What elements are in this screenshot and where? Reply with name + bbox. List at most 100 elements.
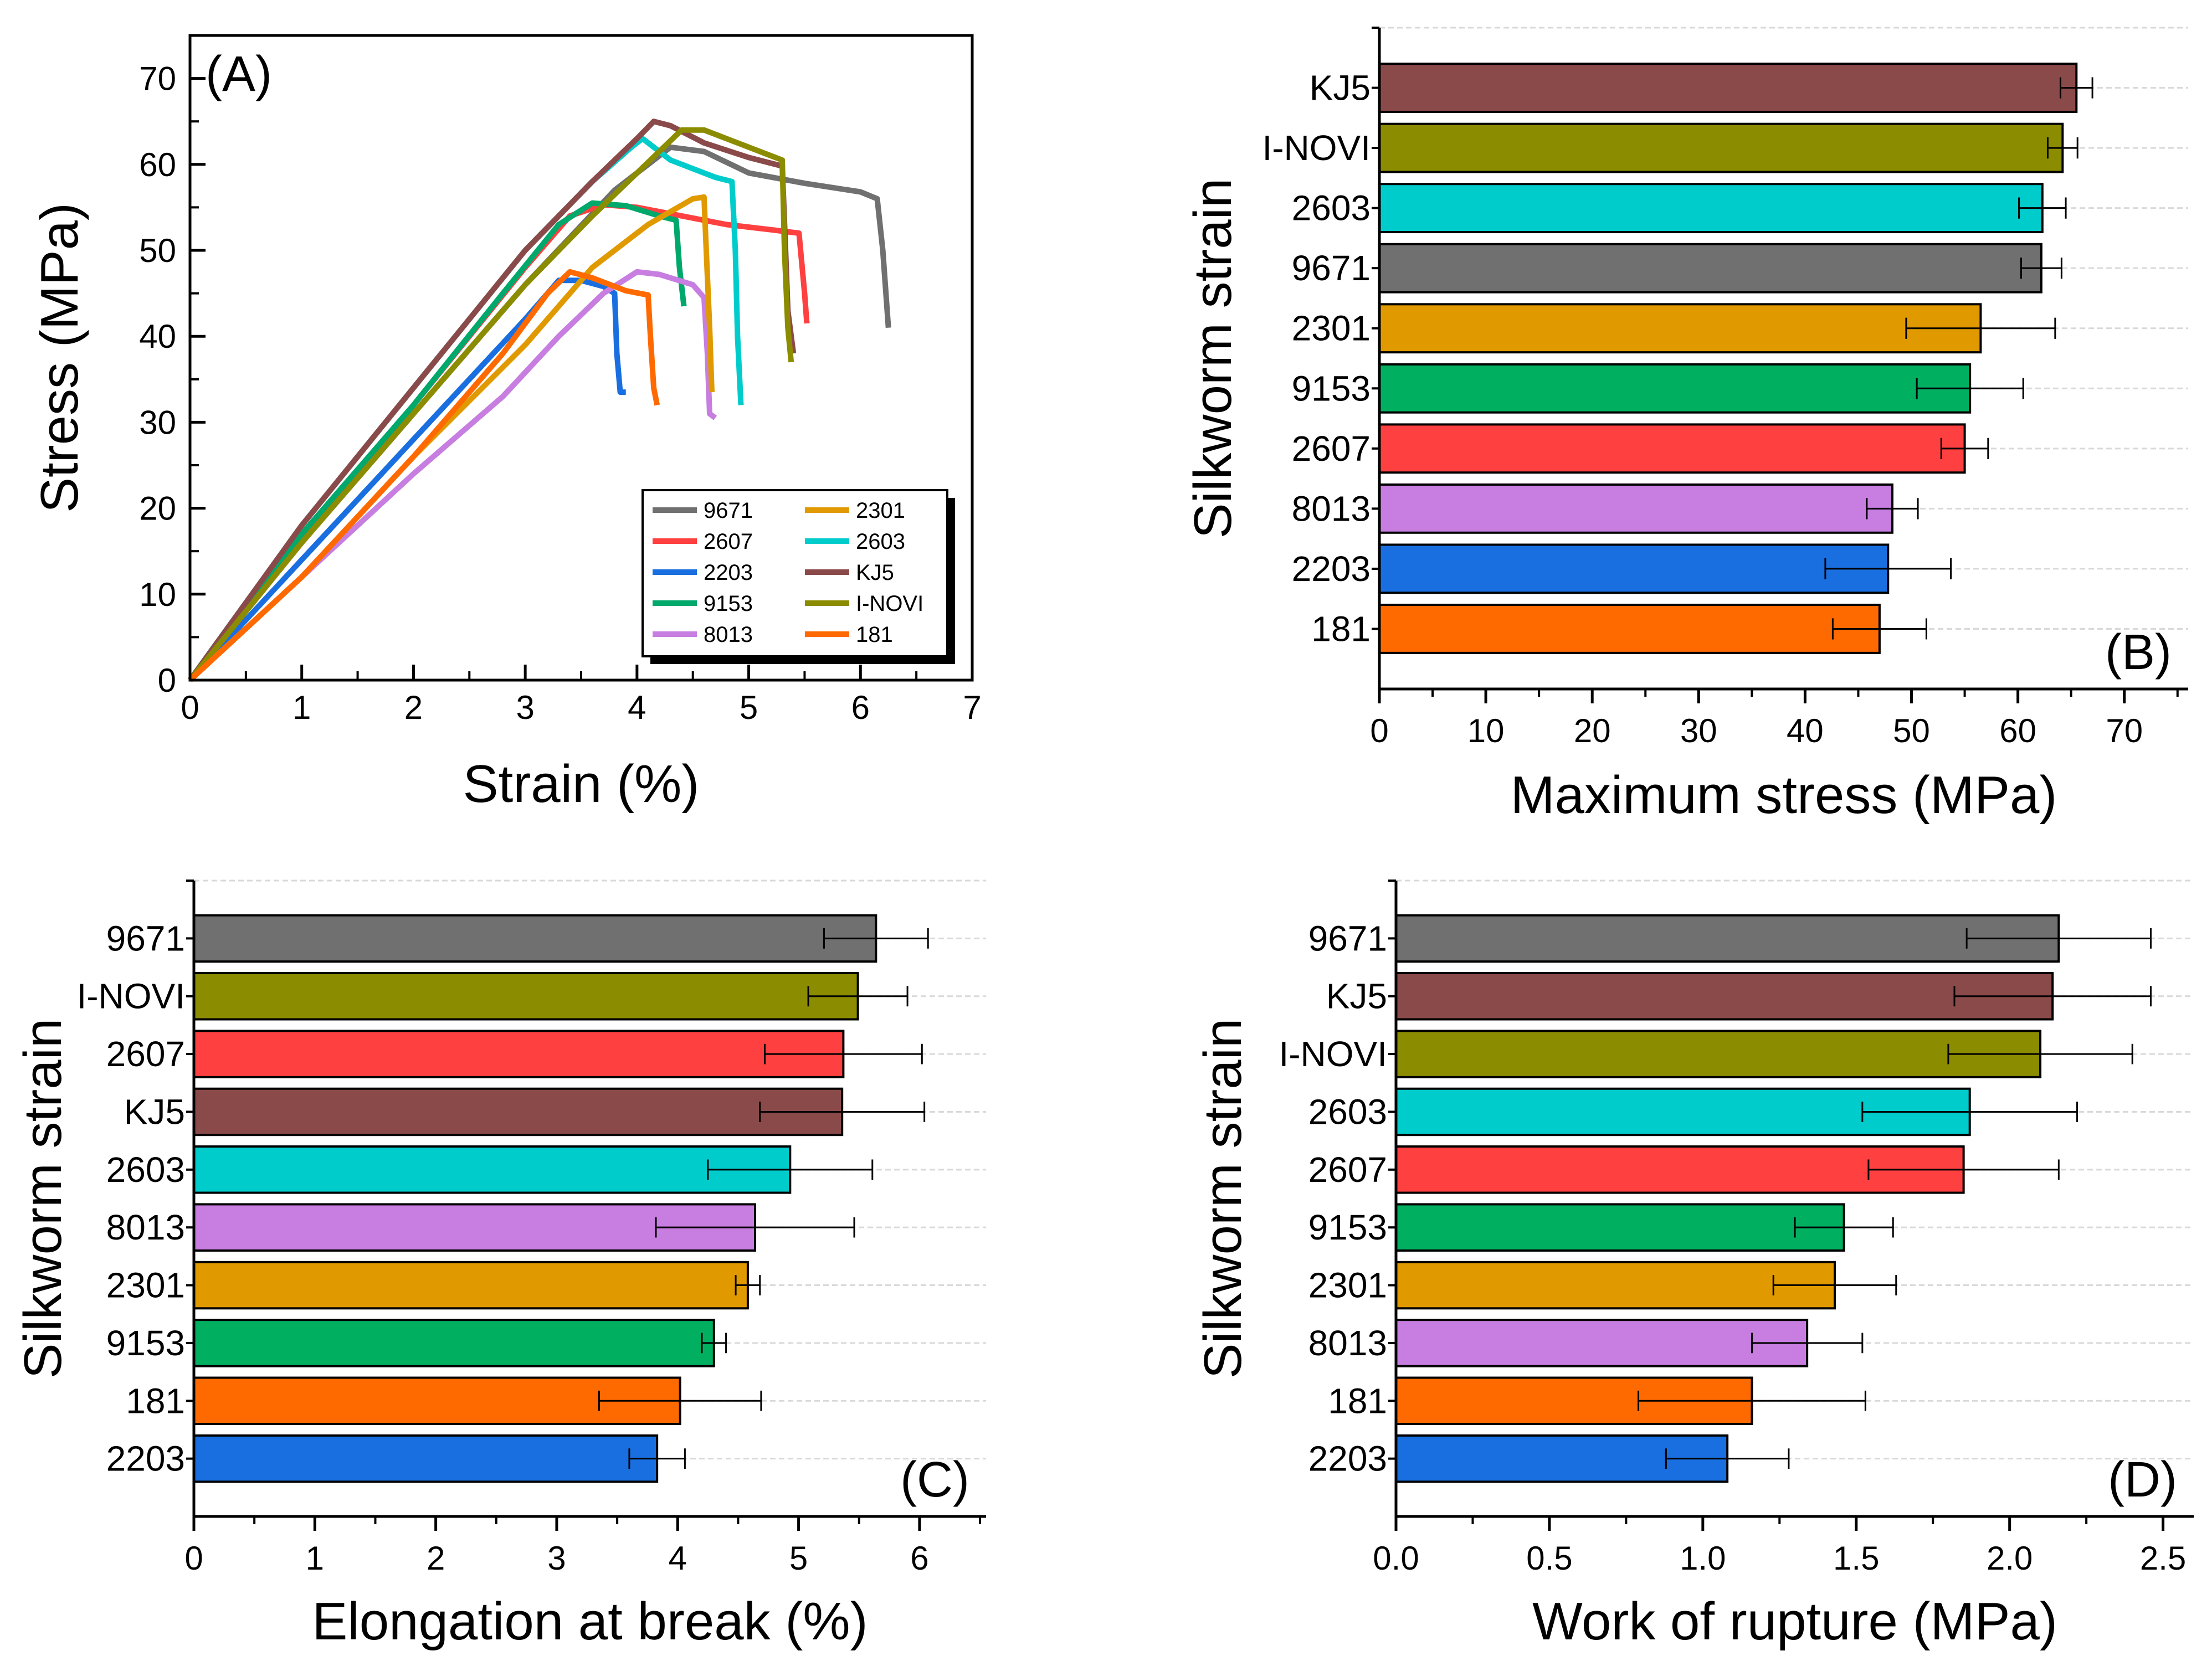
- category-label-9671: 9671: [1292, 248, 1371, 288]
- category-label-2301: 2301: [1292, 308, 1371, 348]
- bar-2301: [1395, 1261, 1836, 1310]
- bar-I-NOVI: [193, 971, 859, 1021]
- error-bar-2607: [1867, 1159, 2060, 1180]
- x-tick-label-a: 2: [404, 689, 423, 726]
- legend-label-2203: 2203: [704, 560, 753, 585]
- category-label-8013: 8013: [1308, 1323, 1387, 1363]
- y-tick-label-a: 10: [139, 576, 176, 613]
- bar-2603: [193, 1145, 792, 1194]
- error-bar-9671: [1965, 928, 2152, 949]
- error-bar-181: [1831, 618, 1927, 640]
- bar-9153: [1395, 1203, 1845, 1252]
- category-label-I-NOVI: I-NOVI: [1262, 128, 1371, 168]
- category-label-9153: 9153: [1292, 368, 1371, 408]
- bar-2603: [1378, 183, 2044, 234]
- error-bar-2607: [1940, 438, 1989, 459]
- error-bar-181: [1638, 1390, 1866, 1411]
- bar-9671: [193, 914, 877, 963]
- x-tick-label-c: 5: [789, 1540, 808, 1577]
- x-tick-label-a: 5: [740, 689, 758, 726]
- category-label-9671: 9671: [1308, 918, 1387, 958]
- bar-8013: [1378, 483, 1893, 534]
- error-bar-181: [598, 1390, 762, 1411]
- category-label-8013: 8013: [1292, 488, 1371, 528]
- category-label-9671: 9671: [106, 918, 185, 958]
- error-bar-8013: [1866, 498, 1919, 520]
- bar-2203: [193, 1434, 659, 1483]
- series-line-181: [188, 269, 660, 682]
- x-axis-title-a: Strain (%): [463, 754, 700, 814]
- panel-label-a: (A): [206, 47, 272, 102]
- y-tick-label-a: 20: [139, 490, 176, 527]
- panel-b: KJ5 I-NOVI 2603 9671 2301 9153 2607 8013 2203 181…: [1183, 27, 2188, 825]
- y-axis-title-a: Stress (MPa): [30, 203, 89, 513]
- category-label-KJ5: KJ5: [1310, 68, 1371, 108]
- x-tick-label-b: 50: [1893, 712, 1930, 749]
- error-bar-KJ5: [759, 1102, 926, 1122]
- x-tick-label-b: 20: [1574, 712, 1611, 749]
- y-tick-label-a: 50: [139, 232, 176, 269]
- x-tick-label-c: 1: [306, 1540, 324, 1577]
- error-bar-2203: [1665, 1448, 1790, 1469]
- x-tick-label-b: 40: [1787, 712, 1824, 749]
- x-tick-label-c: 4: [669, 1540, 687, 1577]
- y-axis-title-b: Silkworm strain: [1183, 178, 1243, 539]
- error-bar-2301: [735, 1275, 761, 1295]
- y-tick-label-a: 60: [139, 146, 176, 183]
- category-label-2301: 2301: [1308, 1266, 1387, 1305]
- bar-I-NOVI: [1378, 122, 2064, 173]
- category-label-9153: 9153: [1308, 1207, 1387, 1247]
- y-tick-label-a: 30: [139, 404, 176, 441]
- legend-label-9153: 9153: [704, 592, 753, 616]
- bar-9153: [1378, 363, 1972, 414]
- bar-181: [1378, 604, 1881, 654]
- x-tick-label-a: 0: [181, 689, 199, 726]
- bar-KJ5: [1378, 63, 2078, 113]
- category-label-2301: 2301: [106, 1266, 185, 1305]
- category-label-9153: 9153: [106, 1323, 185, 1363]
- category-label-2607: 2607: [1308, 1150, 1387, 1190]
- error-bar-9671: [2020, 258, 2062, 279]
- x-tick-label-d: 0.0: [1373, 1540, 1419, 1577]
- category-label-I-NOVI: I-NOVI: [1279, 1034, 1387, 1074]
- panel-label-b: (B): [2105, 625, 2172, 680]
- y-tick-label-a: 40: [139, 318, 176, 355]
- category-label-181: 181: [1328, 1381, 1387, 1421]
- bar-2607: [1378, 423, 1966, 474]
- bar-2301: [193, 1261, 749, 1310]
- y-tick-label-a: 70: [139, 60, 176, 97]
- error-bar-2607: [763, 1043, 923, 1064]
- error-bar-2603: [2018, 197, 2067, 219]
- series-line-I-NOVI: [188, 127, 794, 682]
- x-axis-title-b: Maximum stress (MPa): [1511, 765, 2057, 825]
- x-tick-label-d: 2.5: [2140, 1540, 2186, 1577]
- y-tick-label-a: 0: [158, 662, 176, 699]
- x-tick-label-b: 10: [1467, 712, 1505, 749]
- x-tick-label-a: 1: [292, 689, 311, 726]
- error-bar-2603: [1861, 1102, 2078, 1122]
- y-axis-title-c: Silkworm strain: [13, 1019, 73, 1379]
- category-label-181: 181: [126, 1381, 185, 1421]
- error-bar-I-NOVI: [2046, 137, 2078, 159]
- category-label-2607: 2607: [1292, 429, 1371, 469]
- bar-9671: [1395, 914, 2060, 963]
- error-bar-KJ5: [1953, 986, 2152, 1007]
- x-tick-label-b: 0: [1370, 712, 1388, 749]
- x-tick-label-c: 2: [427, 1540, 445, 1577]
- x-tick-label-b: 60: [1999, 712, 2036, 749]
- error-bar-9153: [1794, 1217, 1894, 1238]
- x-tick-label-a: 3: [516, 689, 534, 726]
- category-label-KJ5: KJ5: [1326, 976, 1387, 1016]
- error-bar-2203: [1824, 558, 1952, 580]
- bar-KJ5: [193, 1087, 844, 1136]
- x-axis-title-d: Work of rupture (MPa): [1532, 1592, 2057, 1651]
- legend-label-8013: 8013: [704, 623, 753, 647]
- y-axis-title-d: Silkworm strain: [1193, 1019, 1253, 1379]
- category-label-2203: 2203: [106, 1439, 185, 1479]
- x-tick-label-d: 0.5: [1526, 1540, 1572, 1577]
- bar-8013: [1395, 1319, 1809, 1367]
- series-line-8013: [188, 269, 717, 682]
- error-bar-2301: [1905, 317, 2056, 339]
- bar-2301: [1378, 303, 1982, 354]
